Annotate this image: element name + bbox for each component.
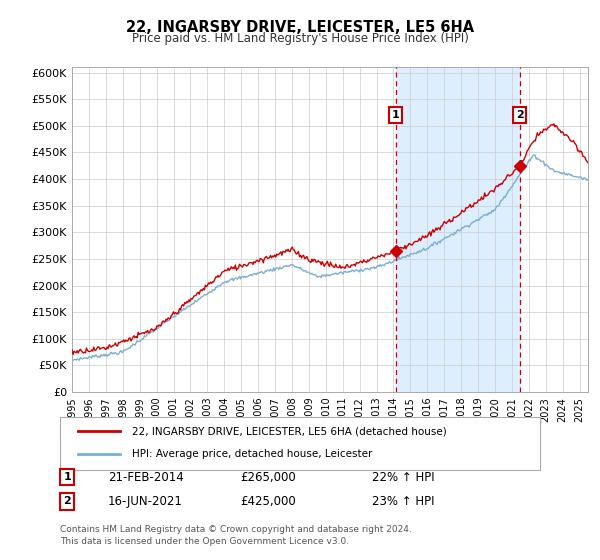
Text: 22, INGARSBY DRIVE, LEICESTER, LE5 6HA: 22, INGARSBY DRIVE, LEICESTER, LE5 6HA — [126, 20, 474, 35]
Text: 21-FEB-2014: 21-FEB-2014 — [108, 470, 184, 484]
Bar — [395, 67, 520, 392]
Text: £265,000: £265,000 — [240, 470, 296, 484]
Text: 1: 1 — [392, 110, 400, 120]
Text: Contains HM Land Registry data © Crown copyright and database right 2024.
This d: Contains HM Land Registry data © Crown c… — [60, 525, 412, 546]
Text: 1: 1 — [64, 472, 71, 482]
Text: 2: 2 — [64, 496, 71, 506]
Text: £425,000: £425,000 — [240, 494, 296, 508]
Text: HPI: Average price, detached house, Leicester: HPI: Average price, detached house, Leic… — [132, 449, 373, 459]
Text: 22, INGARSBY DRIVE, LEICESTER, LE5 6HA (detached house): 22, INGARSBY DRIVE, LEICESTER, LE5 6HA (… — [132, 426, 447, 436]
Text: Price paid vs. HM Land Registry's House Price Index (HPI): Price paid vs. HM Land Registry's House … — [131, 32, 469, 45]
Text: 16-JUN-2021: 16-JUN-2021 — [108, 494, 183, 508]
Text: 23% ↑ HPI: 23% ↑ HPI — [372, 494, 434, 508]
Text: 2: 2 — [516, 110, 524, 120]
Text: 22% ↑ HPI: 22% ↑ HPI — [372, 470, 434, 484]
